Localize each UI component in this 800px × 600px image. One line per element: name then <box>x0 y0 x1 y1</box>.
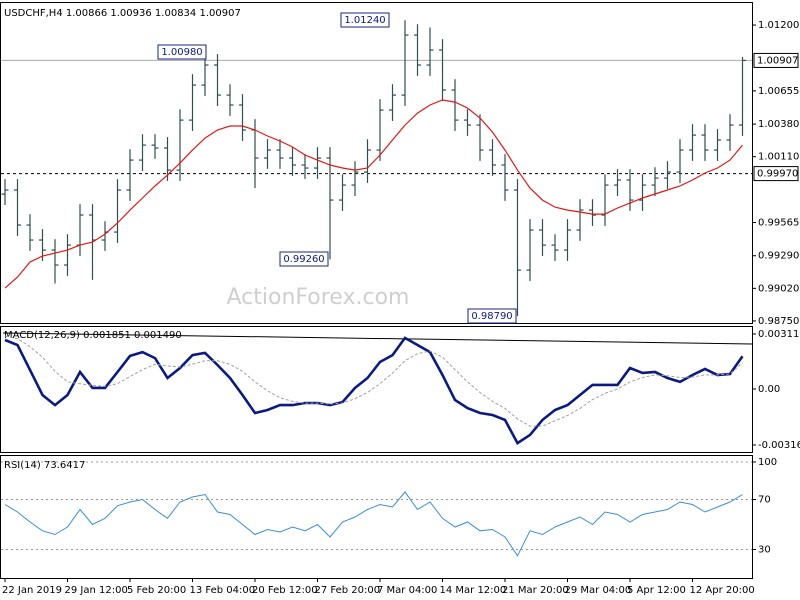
rsi-panel-frame <box>0 455 753 579</box>
x-tick-label: 5 Apr 12:00 <box>627 585 686 596</box>
y-tick-label: 0.99290 <box>758 251 799 262</box>
panel-title: USDCHF,H4 1.00866 1.00936 1.00834 1.0090… <box>4 8 241 19</box>
price-label: 1.00907 <box>757 55 798 66</box>
y-tick-label: 1.01200 <box>758 20 799 31</box>
x-tick-label: 12 Apr 20:00 <box>690 585 755 596</box>
y-tick-label: -0.003168 <box>758 440 800 451</box>
y-tick-label: 0.98750 <box>758 316 799 327</box>
y-tick-label: 1.00380 <box>758 119 799 130</box>
y-tick-label: 70 <box>758 495 771 506</box>
price-panel-frame <box>0 2 753 324</box>
x-tick-label: 29 Jan 12:00 <box>65 585 128 596</box>
annotation-box <box>467 308 517 324</box>
y-tick-label: 100 <box>758 457 777 468</box>
x-tick-label: 5 Feb 20:00 <box>127 585 186 596</box>
y-tick-label: 30 <box>758 545 771 556</box>
x-tick-label: 20 Feb 12:00 <box>252 585 318 596</box>
macd-line <box>4 336 744 445</box>
x-tick-label: 14 Mar 12:00 <box>440 585 507 596</box>
price-label-box <box>753 52 799 68</box>
y-tick-label: 0.003112 <box>758 329 800 340</box>
annotation: 0.98790 <box>471 311 512 322</box>
moving-average <box>4 99 743 289</box>
annotation-box <box>340 12 390 28</box>
x-tick-label: 13 Feb 04:00 <box>190 585 256 596</box>
price-label-box <box>753 166 799 182</box>
x-tick-label: 22 Jan 2019 <box>2 585 62 596</box>
macd-panel-frame <box>0 326 753 453</box>
x-tick-label: 27 Feb 20:00 <box>315 585 381 596</box>
panel-title: RSI(14) 73.6417 <box>4 460 85 471</box>
x-tick-label: 29 Mar 04:00 <box>565 585 632 596</box>
watermark: ActionForex.com <box>227 285 410 310</box>
y-tick-label: 0.99565 <box>758 218 799 229</box>
x-tick-label: 7 Mar 04:00 <box>377 585 437 596</box>
annotation: 1.00980 <box>161 47 202 58</box>
y-tick-label: 1.00655 <box>758 86 799 97</box>
macd-trendline <box>2 332 753 345</box>
y-tick-label: 1.00110 <box>758 152 799 163</box>
signal-line <box>4 335 743 427</box>
annotation-box <box>279 251 329 267</box>
annotation-box <box>157 44 207 60</box>
y-tick-label: 0.99020 <box>758 283 799 294</box>
annotation: 0.99260 <box>283 254 324 265</box>
rsi-line <box>4 491 743 557</box>
annotation: 1.01240 <box>344 15 385 26</box>
price-label: 0.99970 <box>757 169 798 180</box>
panel-title: MACD(12,26,9) 0.001851 0.001490 <box>4 330 182 341</box>
x-tick-label: 21 Mar 20:00 <box>502 585 569 596</box>
y-tick-label: 0.00 <box>758 384 780 395</box>
